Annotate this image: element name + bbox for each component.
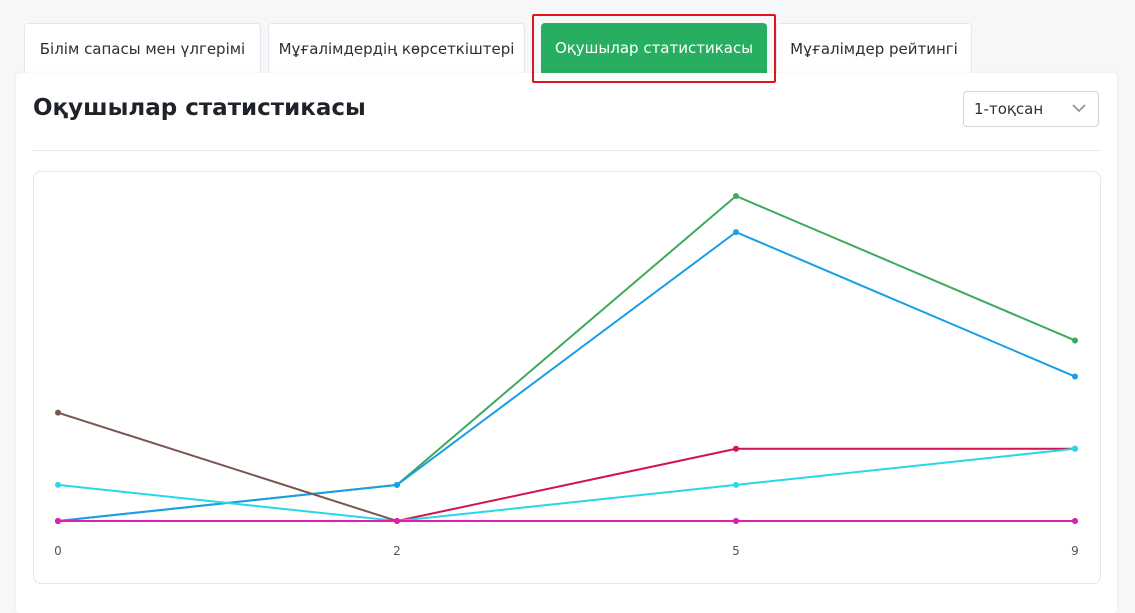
- x-tick-label: 0: [54, 544, 62, 558]
- x-tick-label: 2: [393, 544, 401, 558]
- tab-teachers-rating-label: Мұғалімдер рейтингі: [790, 39, 958, 58]
- data-point[interactable]: [55, 518, 61, 524]
- data-point[interactable]: [394, 481, 400, 488]
- chart-container: 0 2 5 9: [33, 171, 1101, 584]
- page-title: Оқушылар статистикасы: [33, 95, 366, 121]
- series-line-2: [58, 447, 1075, 522]
- data-point[interactable]: [55, 409, 61, 416]
- x-tick-label: 9: [1071, 544, 1079, 558]
- data-point[interactable]: [1072, 445, 1078, 452]
- chevron-down-icon: [1072, 104, 1086, 113]
- series-line-3: [57, 447, 1076, 523]
- tab-teachers-indicators[interactable]: Мұғалімдердің көрсеткіштері: [268, 23, 525, 73]
- data-point[interactable]: [394, 518, 400, 524]
- divider: [33, 150, 1101, 151]
- data-point[interactable]: [1072, 518, 1078, 524]
- data-point[interactable]: [733, 229, 739, 236]
- tab-teachers-indicators-label: Мұғалімдердің көрсеткіштері: [278, 39, 515, 58]
- quarter-select[interactable]: 1-тоқсан: [963, 91, 1099, 127]
- tab-students-statistics[interactable]: Оқушылар статистикасы: [541, 23, 767, 73]
- tab-students-statistics-label: Оқушылар статистикасы: [554, 39, 754, 57]
- quarter-select-value: 1-тоқсан: [974, 100, 1044, 118]
- data-point[interactable]: [733, 445, 739, 452]
- data-point[interactable]: [733, 193, 739, 199]
- line-chart: 0 2 5 9: [54, 193, 1079, 558]
- data-point[interactable]: [733, 481, 739, 488]
- data-point[interactable]: [1072, 337, 1078, 344]
- statistics-card: Оқушылар статистикасы 1-тоқсан 0 2 5 9: [16, 73, 1117, 613]
- data-point[interactable]: [1072, 373, 1078, 380]
- data-point[interactable]: [55, 481, 61, 488]
- tab-teachers-rating[interactable]: Мұғалімдер рейтингі: [776, 23, 972, 73]
- data-point[interactable]: [733, 518, 739, 524]
- tab-quality-label: Білім сапасы мен үлгерімі: [39, 39, 246, 58]
- tab-quality[interactable]: Білім сапасы мен үлгерімі: [24, 23, 261, 73]
- x-tick-label: 5: [732, 544, 740, 558]
